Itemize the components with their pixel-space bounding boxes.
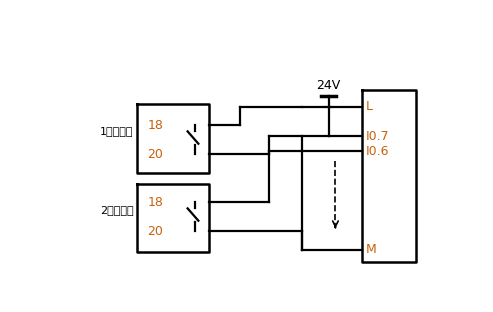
Text: 20: 20 [147,148,164,161]
Text: I0.7: I0.7 [366,129,390,143]
Text: 18: 18 [147,196,164,209]
Text: L: L [366,100,373,113]
Text: 24V: 24V [317,79,341,92]
Text: 1号变频器: 1号变频器 [100,126,134,136]
Text: 2号变频器: 2号变频器 [100,205,134,215]
Text: 18: 18 [147,119,164,132]
Text: I0.6: I0.6 [366,145,390,158]
Text: M: M [366,243,377,256]
Text: 20: 20 [147,225,164,238]
